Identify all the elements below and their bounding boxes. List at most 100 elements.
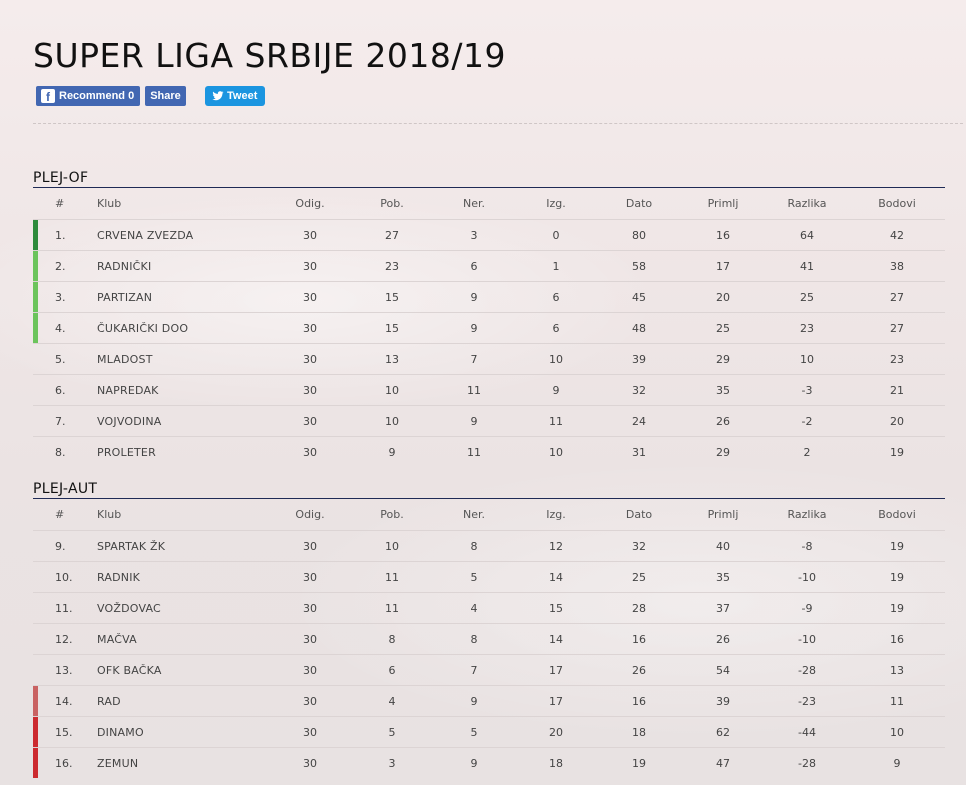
- cell-goals-against: 39: [681, 685, 765, 717]
- cell-club[interactable]: VOŽDOVAC: [97, 592, 269, 624]
- standings-table-playout: # Klub Odig. Pob. Ner. Izg. Dato Primlj Razlika B…: [33, 499, 945, 778]
- lost-value: 15: [549, 601, 563, 615]
- cell-played: 30: [269, 685, 351, 717]
- column-header-drawn: Ner.: [462, 508, 485, 521]
- goal-diff-value: -23: [798, 694, 816, 708]
- cell-club[interactable]: RADNIČKI: [97, 250, 269, 282]
- cell-club[interactable]: RADNIK: [97, 561, 269, 593]
- column-header-club: Klub: [97, 197, 122, 210]
- cell-drawn: 8: [433, 623, 515, 655]
- cell-club[interactable]: DINAMO: [97, 716, 269, 748]
- club-value: RAD: [97, 694, 121, 708]
- cell-club[interactable]: OFK BAČKA: [97, 654, 269, 686]
- goals-against-value: 39: [716, 694, 730, 708]
- goal-diff-value: -10: [798, 632, 816, 646]
- drawn-value: 8: [470, 539, 478, 553]
- played-value: 30: [303, 756, 317, 770]
- cell-lost: 17: [515, 685, 597, 717]
- column-header-points: Bodovi: [878, 197, 916, 210]
- cell-goals-against: 26: [681, 623, 765, 655]
- cell-points: 38: [849, 250, 945, 282]
- column-header-lost: Izg.: [546, 197, 566, 210]
- lost-value: 6: [552, 321, 560, 335]
- rank-value: 13.: [55, 663, 73, 677]
- tweet-button[interactable]: Tweet: [205, 86, 265, 106]
- cell-goal-diff: 2: [765, 436, 849, 467]
- column-header-club: Klub: [97, 508, 122, 521]
- cell-goals-for: 58: [597, 250, 681, 282]
- cell-lost: 18: [515, 747, 597, 778]
- points-value: 19: [890, 570, 904, 584]
- goal-diff-value: -28: [798, 663, 816, 677]
- cell-played: 30: [269, 312, 351, 344]
- cell-club[interactable]: MLADOST: [97, 343, 269, 375]
- cell-goals-against: 17: [681, 250, 765, 282]
- points-value: 38: [890, 259, 904, 273]
- goals-for-value: 16: [632, 694, 646, 708]
- facebook-icon: f: [41, 89, 55, 104]
- cell-goals-for: 48: [597, 312, 681, 344]
- table-row: 4. ČUKARIČKI DOO 30 15 9 6 48 25 23 27: [33, 312, 945, 344]
- club-value: ZEMUN: [97, 756, 139, 770]
- goals-for-value: 25: [632, 570, 646, 584]
- cell-lost: 6: [515, 312, 597, 344]
- cell-club[interactable]: MAČVA: [97, 623, 269, 655]
- won-value: 10: [385, 539, 399, 553]
- goal-diff-value: -3: [801, 383, 813, 397]
- qualification-marker: [33, 717, 38, 747]
- goals-against-value: 47: [716, 756, 730, 770]
- cell-club[interactable]: ZEMUN: [97, 747, 269, 778]
- column-header-goals-for: Dato: [625, 508, 653, 521]
- cell-goal-diff: -9: [765, 592, 849, 624]
- rank-value: 14.: [55, 694, 73, 708]
- cell-lost: 14: [515, 623, 597, 655]
- cell-rank: 11.: [33, 592, 97, 624]
- cell-played: 30: [269, 654, 351, 686]
- cell-goals-for: 28: [597, 592, 681, 624]
- drawn-value: 9: [470, 321, 478, 335]
- club-value: PROLETER: [97, 445, 156, 459]
- cell-rank: 3.: [33, 281, 97, 313]
- cell-won: 10: [351, 405, 433, 437]
- cell-goals-for: 26: [597, 654, 681, 686]
- cell-rank: 10.: [33, 561, 97, 593]
- cell-club[interactable]: PARTIZAN: [97, 281, 269, 313]
- qualification-marker: [33, 282, 38, 312]
- goals-against-value: 35: [716, 570, 730, 584]
- cell-rank: 8.: [33, 436, 97, 467]
- table-header-row: # Klub Odig. Pob. Ner. Izg. Dato Primlj Razlika B…: [33, 499, 945, 531]
- tweet-label: Tweet: [227, 90, 258, 102]
- cell-club[interactable]: ČUKARIČKI DOO: [97, 312, 269, 344]
- cell-club[interactable]: NAPREDAK: [97, 374, 269, 406]
- won-value: 27: [385, 228, 399, 242]
- club-value: ČUKARIČKI DOO: [97, 321, 189, 335]
- facebook-recommend-button[interactable]: f Recommend 0: [36, 86, 140, 106]
- cell-club[interactable]: CRVENA ZVEZDA: [97, 219, 269, 251]
- column-header-points: Bodovi: [878, 508, 916, 521]
- played-value: 30: [303, 663, 317, 677]
- points-value: 9: [893, 756, 901, 770]
- cell-lost: 10: [515, 343, 597, 375]
- goals-for-value: 24: [632, 414, 646, 428]
- cell-club[interactable]: RAD: [97, 685, 269, 717]
- points-value: 11: [890, 694, 904, 708]
- cell-drawn: 11: [433, 374, 515, 406]
- cell-club[interactable]: SPARTAK ŽK: [97, 530, 269, 562]
- cell-lost: 20: [515, 716, 597, 748]
- column-header-goal-diff: Razlika: [787, 508, 827, 521]
- facebook-share-button[interactable]: Share: [145, 86, 186, 106]
- cell-played: 30: [269, 405, 351, 437]
- column-header-won: Pob.: [380, 197, 404, 210]
- rank-value: 11.: [55, 601, 73, 615]
- club-value: MLADOST: [97, 352, 153, 366]
- cell-drawn: 6: [433, 250, 515, 282]
- cell-goal-diff: -28: [765, 747, 849, 778]
- cell-rank: 15.: [33, 716, 97, 748]
- lost-value: 6: [552, 290, 560, 304]
- cell-goals-against: 26: [681, 405, 765, 437]
- won-value: 9: [388, 445, 396, 459]
- points-value: 21: [890, 383, 904, 397]
- club-value: PARTIZAN: [97, 290, 153, 304]
- cell-club[interactable]: PROLETER: [97, 436, 269, 467]
- cell-club[interactable]: VOJVODINA: [97, 405, 269, 437]
